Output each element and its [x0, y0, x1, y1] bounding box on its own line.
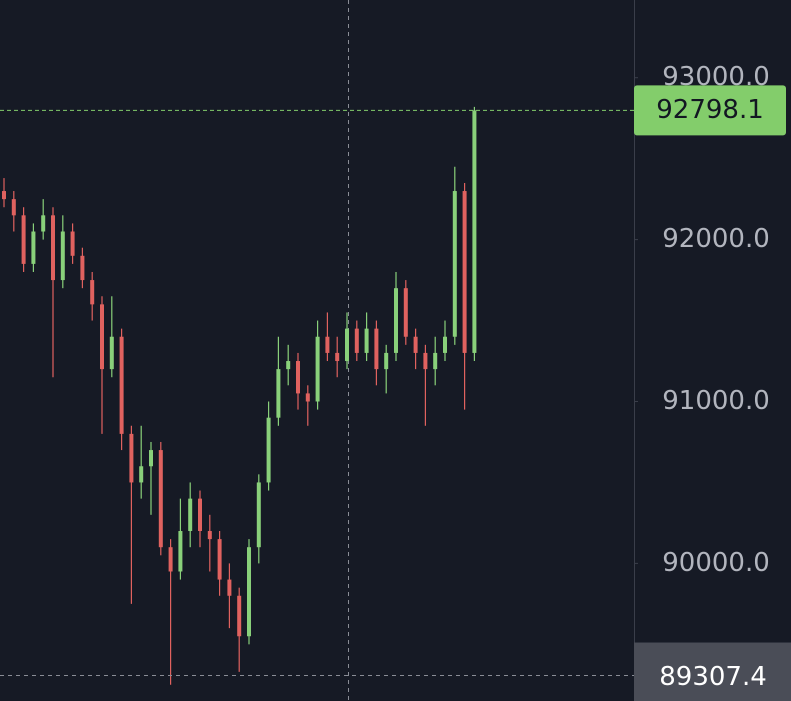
candle-body [364, 328, 369, 353]
candle-body [217, 539, 222, 580]
candle-body [403, 288, 408, 337]
candle-body [168, 547, 173, 572]
candle-body [315, 336, 320, 402]
candle-body [100, 304, 104, 370]
candle-body [11, 199, 16, 216]
candle-body [413, 336, 418, 353]
candle-body [129, 433, 134, 483]
candle-body [345, 328, 349, 362]
candle-body [31, 231, 36, 264]
candle-body [70, 231, 75, 256]
candle-body [158, 450, 163, 548]
candle-body [178, 531, 183, 572]
candle-body [335, 352, 340, 362]
candle-body [394, 288, 398, 353]
last-price-label: 92798.1 [656, 95, 764, 125]
candle-body [188, 498, 193, 532]
candle-body [423, 352, 428, 370]
last-price-box [634, 85, 786, 136]
candle-body [286, 361, 291, 370]
candle-body [2, 191, 6, 200]
candle-body [256, 482, 261, 548]
candle-body [247, 547, 251, 637]
candle-body [452, 191, 457, 337]
candle-body [266, 417, 271, 483]
candle-body [374, 328, 379, 370]
y-tick-label: 91000.0 [662, 386, 770, 416]
candle-body [139, 466, 144, 483]
candle-body [207, 531, 212, 540]
candle-body [305, 393, 310, 402]
candle-body [443, 336, 447, 353]
candle-body [119, 336, 124, 434]
candle-body [109, 336, 114, 370]
candle-body [237, 595, 242, 637]
y-tick-label: 92000.0 [662, 224, 770, 254]
candle-body [384, 352, 389, 370]
candle-body [80, 255, 85, 281]
candle-body [462, 191, 467, 353]
candle-body [296, 361, 300, 394]
candle-body [51, 215, 55, 281]
y-tick-label: 90000.0 [662, 548, 770, 578]
candle-body [354, 328, 359, 353]
candle-body [433, 352, 438, 370]
crosshair-price-label: 89307.4 [659, 662, 767, 692]
candle-body [41, 215, 46, 232]
candle-body [472, 110, 477, 353]
candle-body [227, 579, 232, 596]
candle-body [90, 280, 95, 305]
candle-body [60, 231, 65, 281]
crosshair-price-box [634, 642, 791, 701]
candle-body [325, 336, 330, 353]
candle-body [21, 215, 26, 264]
candle-body [276, 369, 281, 418]
candle-body [198, 498, 202, 532]
candle-body [149, 450, 153, 467]
